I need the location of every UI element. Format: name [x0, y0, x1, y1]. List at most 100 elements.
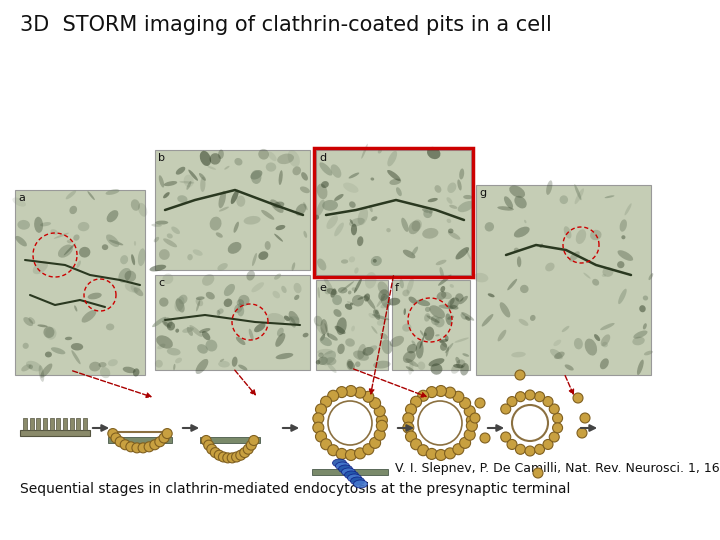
Ellipse shape [576, 230, 586, 244]
Circle shape [500, 432, 510, 442]
Ellipse shape [216, 232, 222, 238]
Circle shape [159, 433, 169, 443]
Bar [473, 415, 478, 420]
Ellipse shape [348, 256, 355, 262]
Ellipse shape [511, 352, 526, 357]
Ellipse shape [338, 343, 345, 354]
Ellipse shape [380, 302, 391, 308]
Ellipse shape [345, 339, 355, 347]
Ellipse shape [251, 170, 262, 180]
Circle shape [150, 440, 160, 450]
Ellipse shape [508, 279, 517, 291]
Circle shape [369, 397, 381, 409]
Ellipse shape [438, 275, 451, 286]
Text: a: a [18, 193, 25, 203]
Ellipse shape [125, 282, 140, 293]
Ellipse shape [78, 222, 89, 231]
Text: 3D  STORM imaging of clathrin-coated pits in a cell: 3D STORM imaging of clathrin-coated pits… [20, 15, 552, 35]
Ellipse shape [554, 352, 564, 359]
Ellipse shape [163, 192, 170, 198]
Ellipse shape [275, 333, 285, 347]
Ellipse shape [107, 210, 118, 222]
Ellipse shape [441, 286, 445, 292]
Ellipse shape [43, 327, 55, 338]
Ellipse shape [364, 295, 375, 309]
Ellipse shape [618, 250, 633, 261]
Circle shape [549, 404, 559, 414]
Ellipse shape [231, 190, 239, 204]
Ellipse shape [174, 364, 176, 370]
Ellipse shape [333, 459, 346, 467]
Ellipse shape [390, 179, 401, 185]
Ellipse shape [206, 292, 215, 300]
Ellipse shape [323, 276, 333, 291]
Ellipse shape [320, 319, 328, 335]
Ellipse shape [456, 247, 469, 259]
Ellipse shape [138, 203, 148, 217]
Ellipse shape [150, 265, 166, 272]
Ellipse shape [318, 287, 320, 298]
Ellipse shape [422, 228, 438, 239]
Ellipse shape [463, 195, 472, 199]
Ellipse shape [251, 170, 261, 184]
Circle shape [405, 431, 416, 442]
Ellipse shape [74, 305, 77, 312]
Ellipse shape [436, 260, 446, 265]
Ellipse shape [276, 353, 293, 359]
Ellipse shape [594, 334, 600, 341]
Circle shape [126, 442, 136, 452]
Ellipse shape [418, 361, 426, 370]
Ellipse shape [167, 348, 181, 355]
Ellipse shape [237, 299, 244, 306]
Ellipse shape [138, 248, 145, 266]
Ellipse shape [426, 315, 439, 323]
Text: b: b [158, 153, 165, 163]
Ellipse shape [545, 262, 554, 272]
Ellipse shape [373, 361, 390, 368]
Ellipse shape [355, 361, 361, 367]
Ellipse shape [81, 310, 96, 322]
Circle shape [402, 422, 414, 433]
Ellipse shape [99, 362, 107, 367]
Circle shape [507, 396, 517, 407]
Ellipse shape [184, 174, 194, 187]
Ellipse shape [504, 196, 513, 209]
Bar [312, 469, 388, 475]
Ellipse shape [377, 320, 384, 326]
Bar [63, 418, 67, 430]
Ellipse shape [197, 344, 208, 354]
Text: e: e [319, 283, 326, 293]
Ellipse shape [334, 222, 344, 237]
Circle shape [467, 420, 477, 431]
Ellipse shape [632, 336, 645, 345]
Ellipse shape [431, 363, 442, 375]
Ellipse shape [440, 342, 447, 351]
Ellipse shape [378, 149, 382, 153]
Ellipse shape [449, 298, 454, 305]
Ellipse shape [460, 363, 469, 375]
Ellipse shape [575, 188, 584, 204]
Ellipse shape [87, 191, 95, 200]
Ellipse shape [350, 219, 354, 224]
Ellipse shape [40, 222, 51, 226]
Ellipse shape [378, 289, 389, 301]
Circle shape [552, 413, 562, 423]
Ellipse shape [357, 344, 366, 359]
Text: f: f [395, 283, 399, 293]
Ellipse shape [322, 200, 338, 211]
Circle shape [543, 396, 553, 407]
Ellipse shape [196, 359, 208, 374]
Ellipse shape [202, 274, 215, 286]
Ellipse shape [498, 206, 514, 211]
Ellipse shape [362, 347, 374, 356]
Ellipse shape [524, 220, 526, 223]
Ellipse shape [390, 336, 404, 347]
Ellipse shape [163, 274, 174, 284]
Ellipse shape [284, 315, 290, 321]
Ellipse shape [422, 208, 429, 213]
Ellipse shape [559, 195, 568, 204]
Ellipse shape [218, 361, 230, 368]
Bar [478, 400, 483, 405]
Ellipse shape [354, 278, 362, 293]
Circle shape [464, 429, 475, 440]
